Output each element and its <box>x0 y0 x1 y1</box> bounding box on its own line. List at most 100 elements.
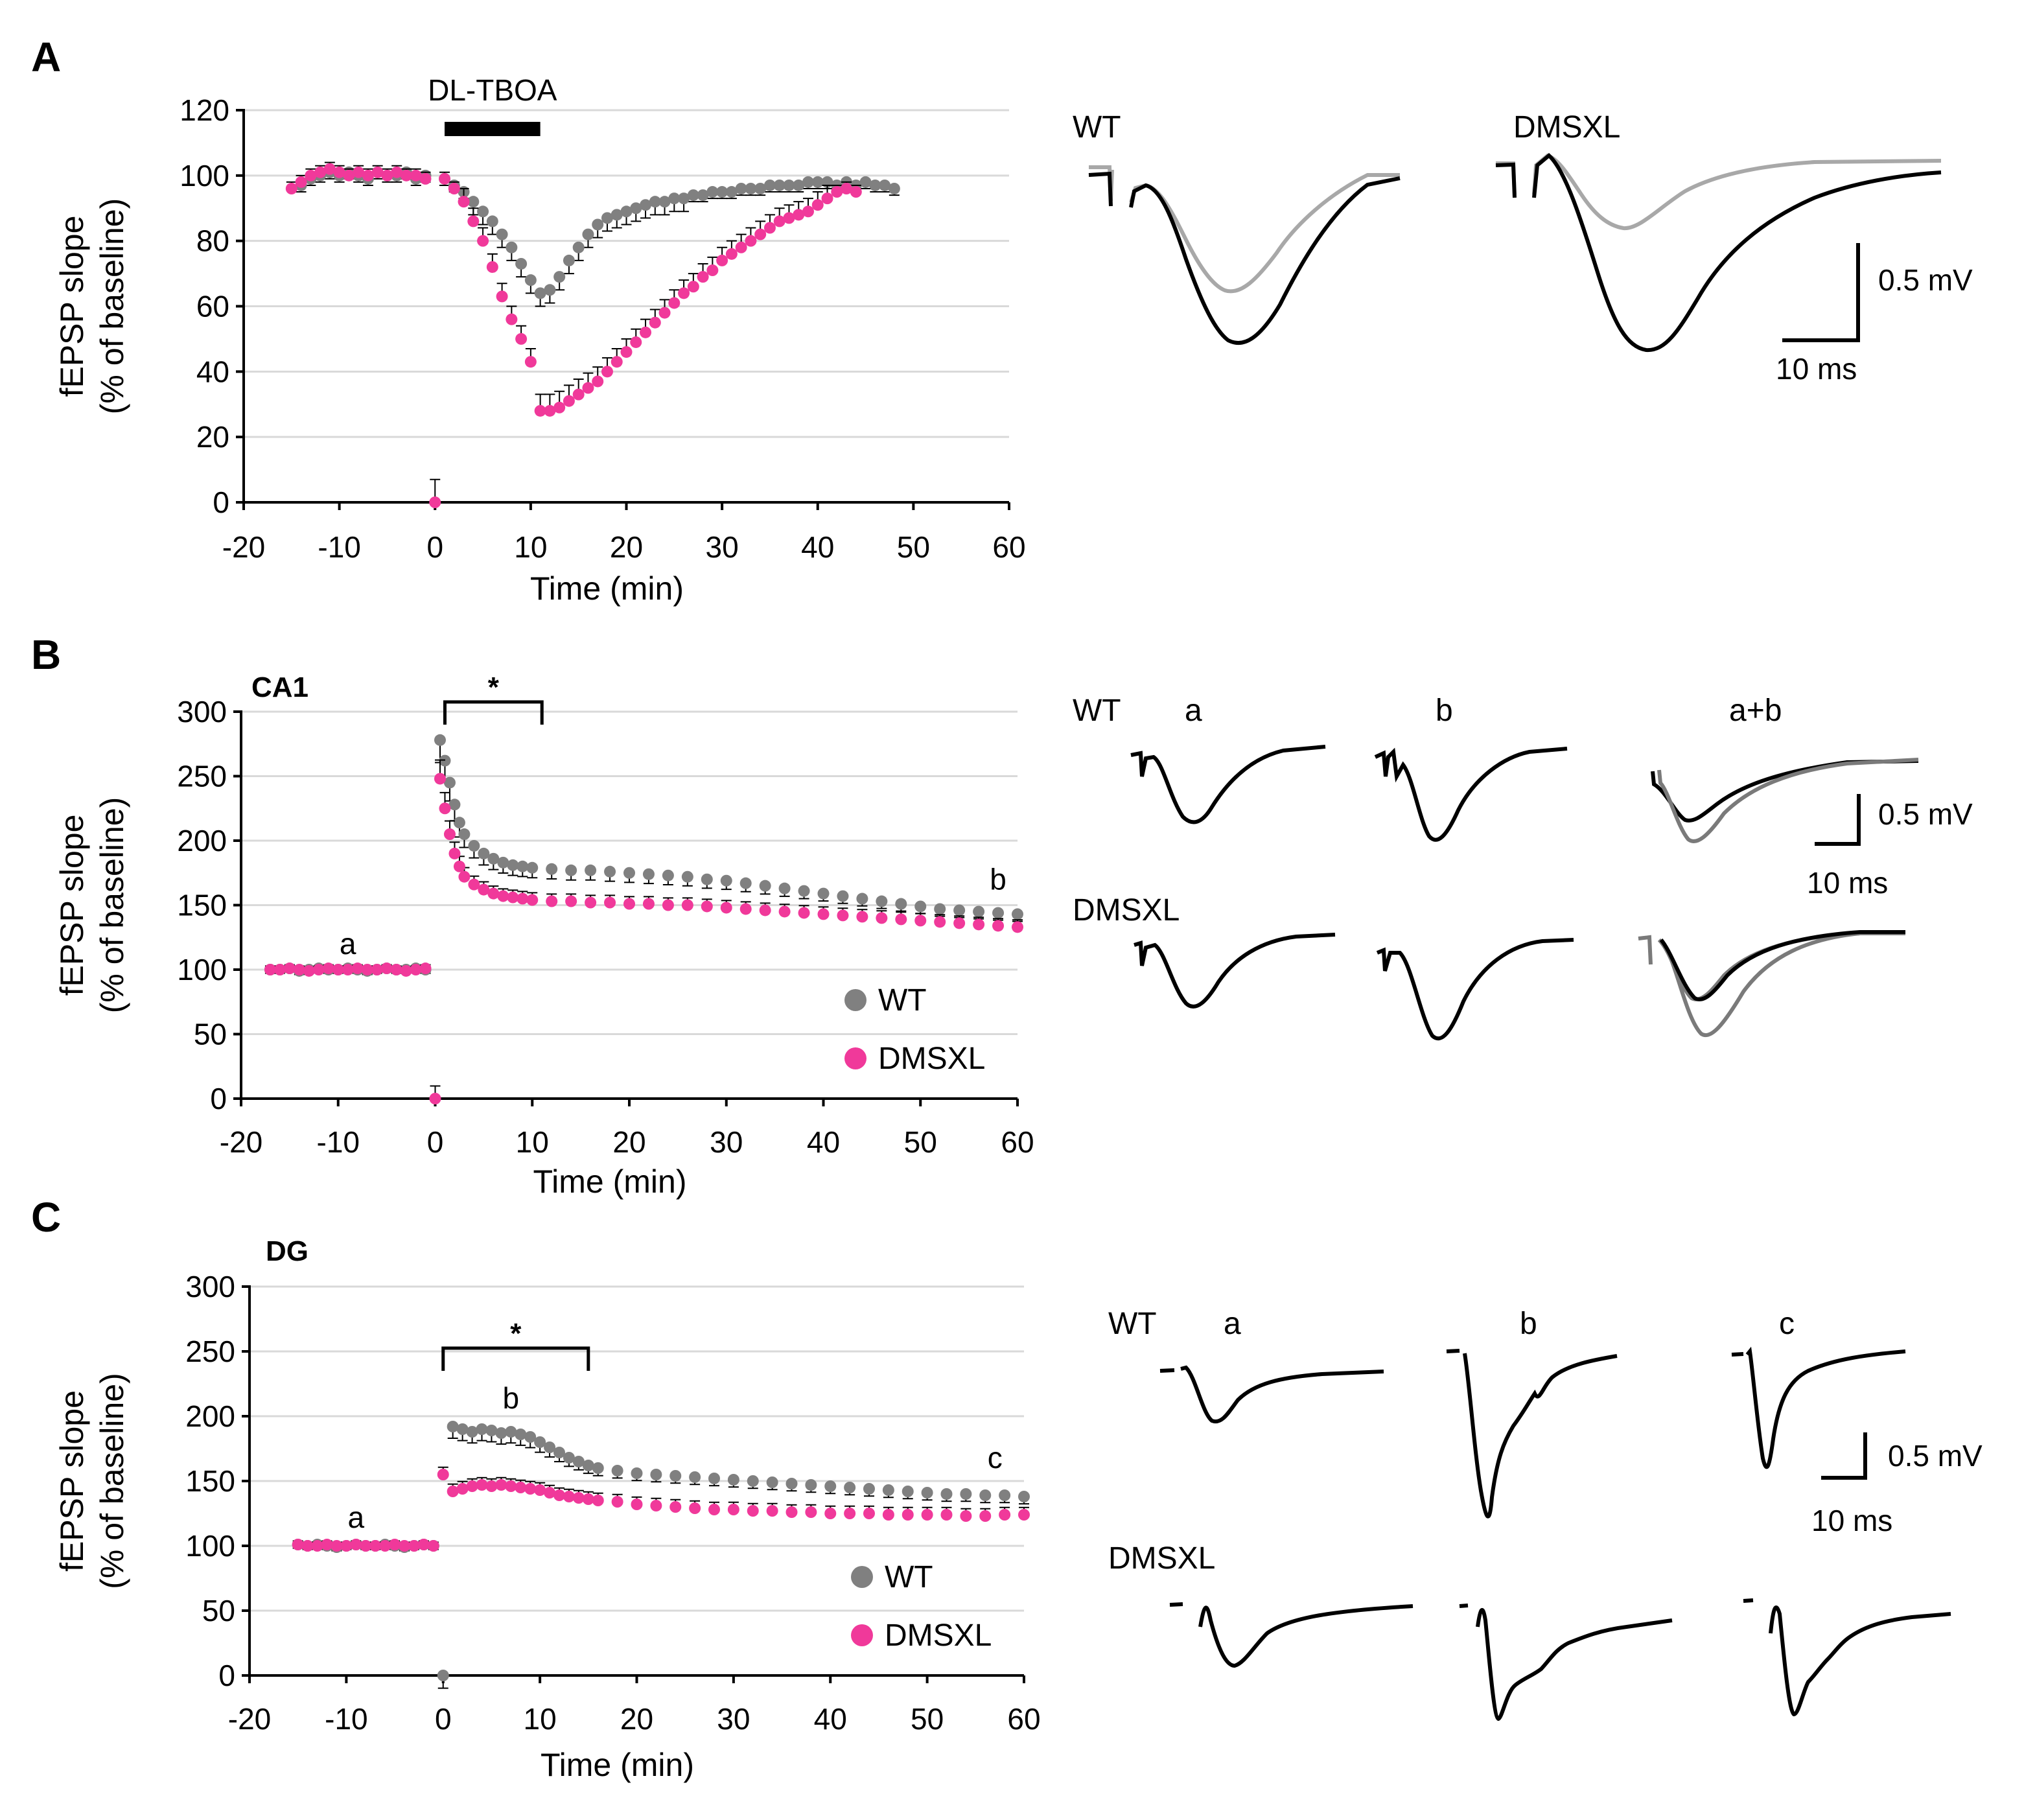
data-point-wt <box>793 179 805 191</box>
legend-marker-wt <box>851 1566 873 1588</box>
y-tick-label: 60 <box>196 290 229 323</box>
scale-bar-a <box>1782 243 1860 342</box>
data-point-dmsxl <box>305 169 317 181</box>
trace-c-wt-a <box>1159 1365 1384 1424</box>
data-point-wt <box>572 1456 585 1467</box>
data-point-dmsxl <box>273 964 286 975</box>
trace-c-dmsxl-label: DMSXL <box>1108 1541 1215 1576</box>
data-point-dmsxl <box>283 962 296 975</box>
data-point-wt <box>882 1484 894 1496</box>
data-point-wt <box>447 1421 459 1432</box>
data-point-dmsxl <box>487 887 500 900</box>
chart-b: 0 50 100 150 200 250 300 -20 -10 0 10 20 30 40 50 60 Tim… <box>54 671 1034 1200</box>
data-point-dmsxl <box>303 964 315 977</box>
chart-c: 0 50 100 150 200 250 300 -20 -10 0 10 20 30 40 50 60 Tim… <box>54 1235 1041 1783</box>
data-point-wt <box>879 179 891 191</box>
x-tick-label: -10 <box>325 1702 367 1736</box>
data-point-dmsxl <box>669 1501 682 1513</box>
data-point-wt <box>582 1460 594 1471</box>
data-point-wt <box>668 192 680 205</box>
data-point-dmsxl <box>601 366 613 378</box>
data-point-dmsxl <box>400 169 412 181</box>
x-tick-label: 40 <box>814 1702 847 1736</box>
data-point-dmsxl <box>662 899 674 911</box>
x-tick-label: 40 <box>801 530 834 564</box>
x-tick-label: -20 <box>220 1125 262 1159</box>
data-point-dmsxl <box>524 1483 537 1495</box>
data-point-dmsxl <box>311 1540 323 1552</box>
data-point-wt <box>478 847 490 859</box>
data-point-dmsxl <box>333 166 345 178</box>
data-point-dmsxl <box>979 1510 992 1522</box>
data-point-wt <box>979 1489 992 1501</box>
data-point-dmsxl <box>697 271 709 283</box>
panel-c: C 0 50 100 150 200 250 300 -20 -10 0 10 20 30 40 50 60 T… <box>31 1194 1983 1783</box>
data-point-dmsxl <box>811 199 824 211</box>
data-point-dmsxl <box>805 1506 817 1518</box>
trace-c-dmsxl-c <box>1743 1598 1951 1717</box>
x-tick-label: -10 <box>317 1125 360 1159</box>
data-point-dmsxl <box>360 1540 372 1552</box>
data-point-dmsxl <box>778 905 791 918</box>
data-point-dmsxl <box>582 1493 594 1505</box>
data-point-dmsxl <box>754 228 767 240</box>
data-point-dmsxl <box>448 847 461 859</box>
data-point-wt <box>759 880 771 892</box>
data-point-dmsxl <box>524 356 537 368</box>
data-point-wt <box>888 183 900 194</box>
data-point-dmsxl <box>623 898 635 910</box>
data-point-wt <box>783 179 795 191</box>
data-point-wt <box>434 734 446 746</box>
data-point-dmsxl <box>400 964 412 977</box>
data-point-wt <box>763 179 776 191</box>
data-point-dmsxl <box>701 900 713 913</box>
data-point-dmsxl <box>745 235 757 247</box>
data-point-dmsxl <box>658 307 671 319</box>
y-tick-label: 50 <box>194 1018 227 1051</box>
data-point-dmsxl <box>419 962 432 975</box>
data-point-dmsxl <box>477 235 489 247</box>
data-point-dmsxl <box>390 964 402 975</box>
x-tick-label: -20 <box>228 1702 271 1736</box>
y-tick-label: 0 <box>213 485 229 519</box>
legend-label-dmsxl: DMSXL <box>878 1042 985 1076</box>
trace-b-dmsxl-a <box>1134 933 1336 1009</box>
data-point-wt <box>631 1467 643 1479</box>
x-tick-label: -20 <box>222 530 265 564</box>
data-point-dmsxl <box>934 916 946 928</box>
data-point-dmsxl <box>747 1505 759 1517</box>
data-point-dmsxl <box>681 899 693 911</box>
data-point-dmsxl <box>739 903 752 915</box>
panel-b: B 0 50 100 150 200 250 300 -20 -10 0 10 20 30 40 50 60 T… <box>31 631 1973 1200</box>
data-point-dmsxl <box>582 382 594 394</box>
data-point-dmsxl <box>506 313 518 325</box>
trace-b-dmsxl-label: DMSXL <box>1073 893 1180 928</box>
trace-c-col-b: b <box>1520 1307 1537 1341</box>
data-point-dmsxl <box>716 254 728 266</box>
trace-c-dmsxl-a <box>1169 1602 1413 1668</box>
data-point-wt <box>487 852 500 865</box>
trace-b-dmsxl-ab-a <box>1638 931 1905 1001</box>
data-point-dmsxl <box>572 1492 585 1504</box>
data-point-dmsxl <box>546 895 558 907</box>
data-point-wt <box>798 885 810 897</box>
data-point-wt <box>701 873 713 885</box>
data-point-dmsxl <box>332 964 344 975</box>
data-point-dmsxl <box>863 1508 875 1519</box>
data-point-dmsxl <box>292 1539 304 1550</box>
data-point-dmsxl <box>882 1509 894 1521</box>
data-point-wt <box>681 870 693 883</box>
data-point-wt <box>778 882 791 894</box>
data-point-dmsxl <box>592 1495 604 1506</box>
scale-c-time: 10 ms <box>1811 1504 1892 1537</box>
data-point-wt <box>515 1429 527 1440</box>
data-point-wt <box>953 904 966 916</box>
data-point-wt <box>544 1441 556 1453</box>
data-point-dmsxl <box>478 883 490 896</box>
x-axis-title: Time (min) <box>541 1747 694 1783</box>
data-point-wt <box>687 189 699 202</box>
data-point-wt <box>611 209 623 221</box>
data-point-dmsxl <box>419 172 432 185</box>
data-point-wt <box>585 864 597 876</box>
data-point-wt <box>497 856 509 869</box>
